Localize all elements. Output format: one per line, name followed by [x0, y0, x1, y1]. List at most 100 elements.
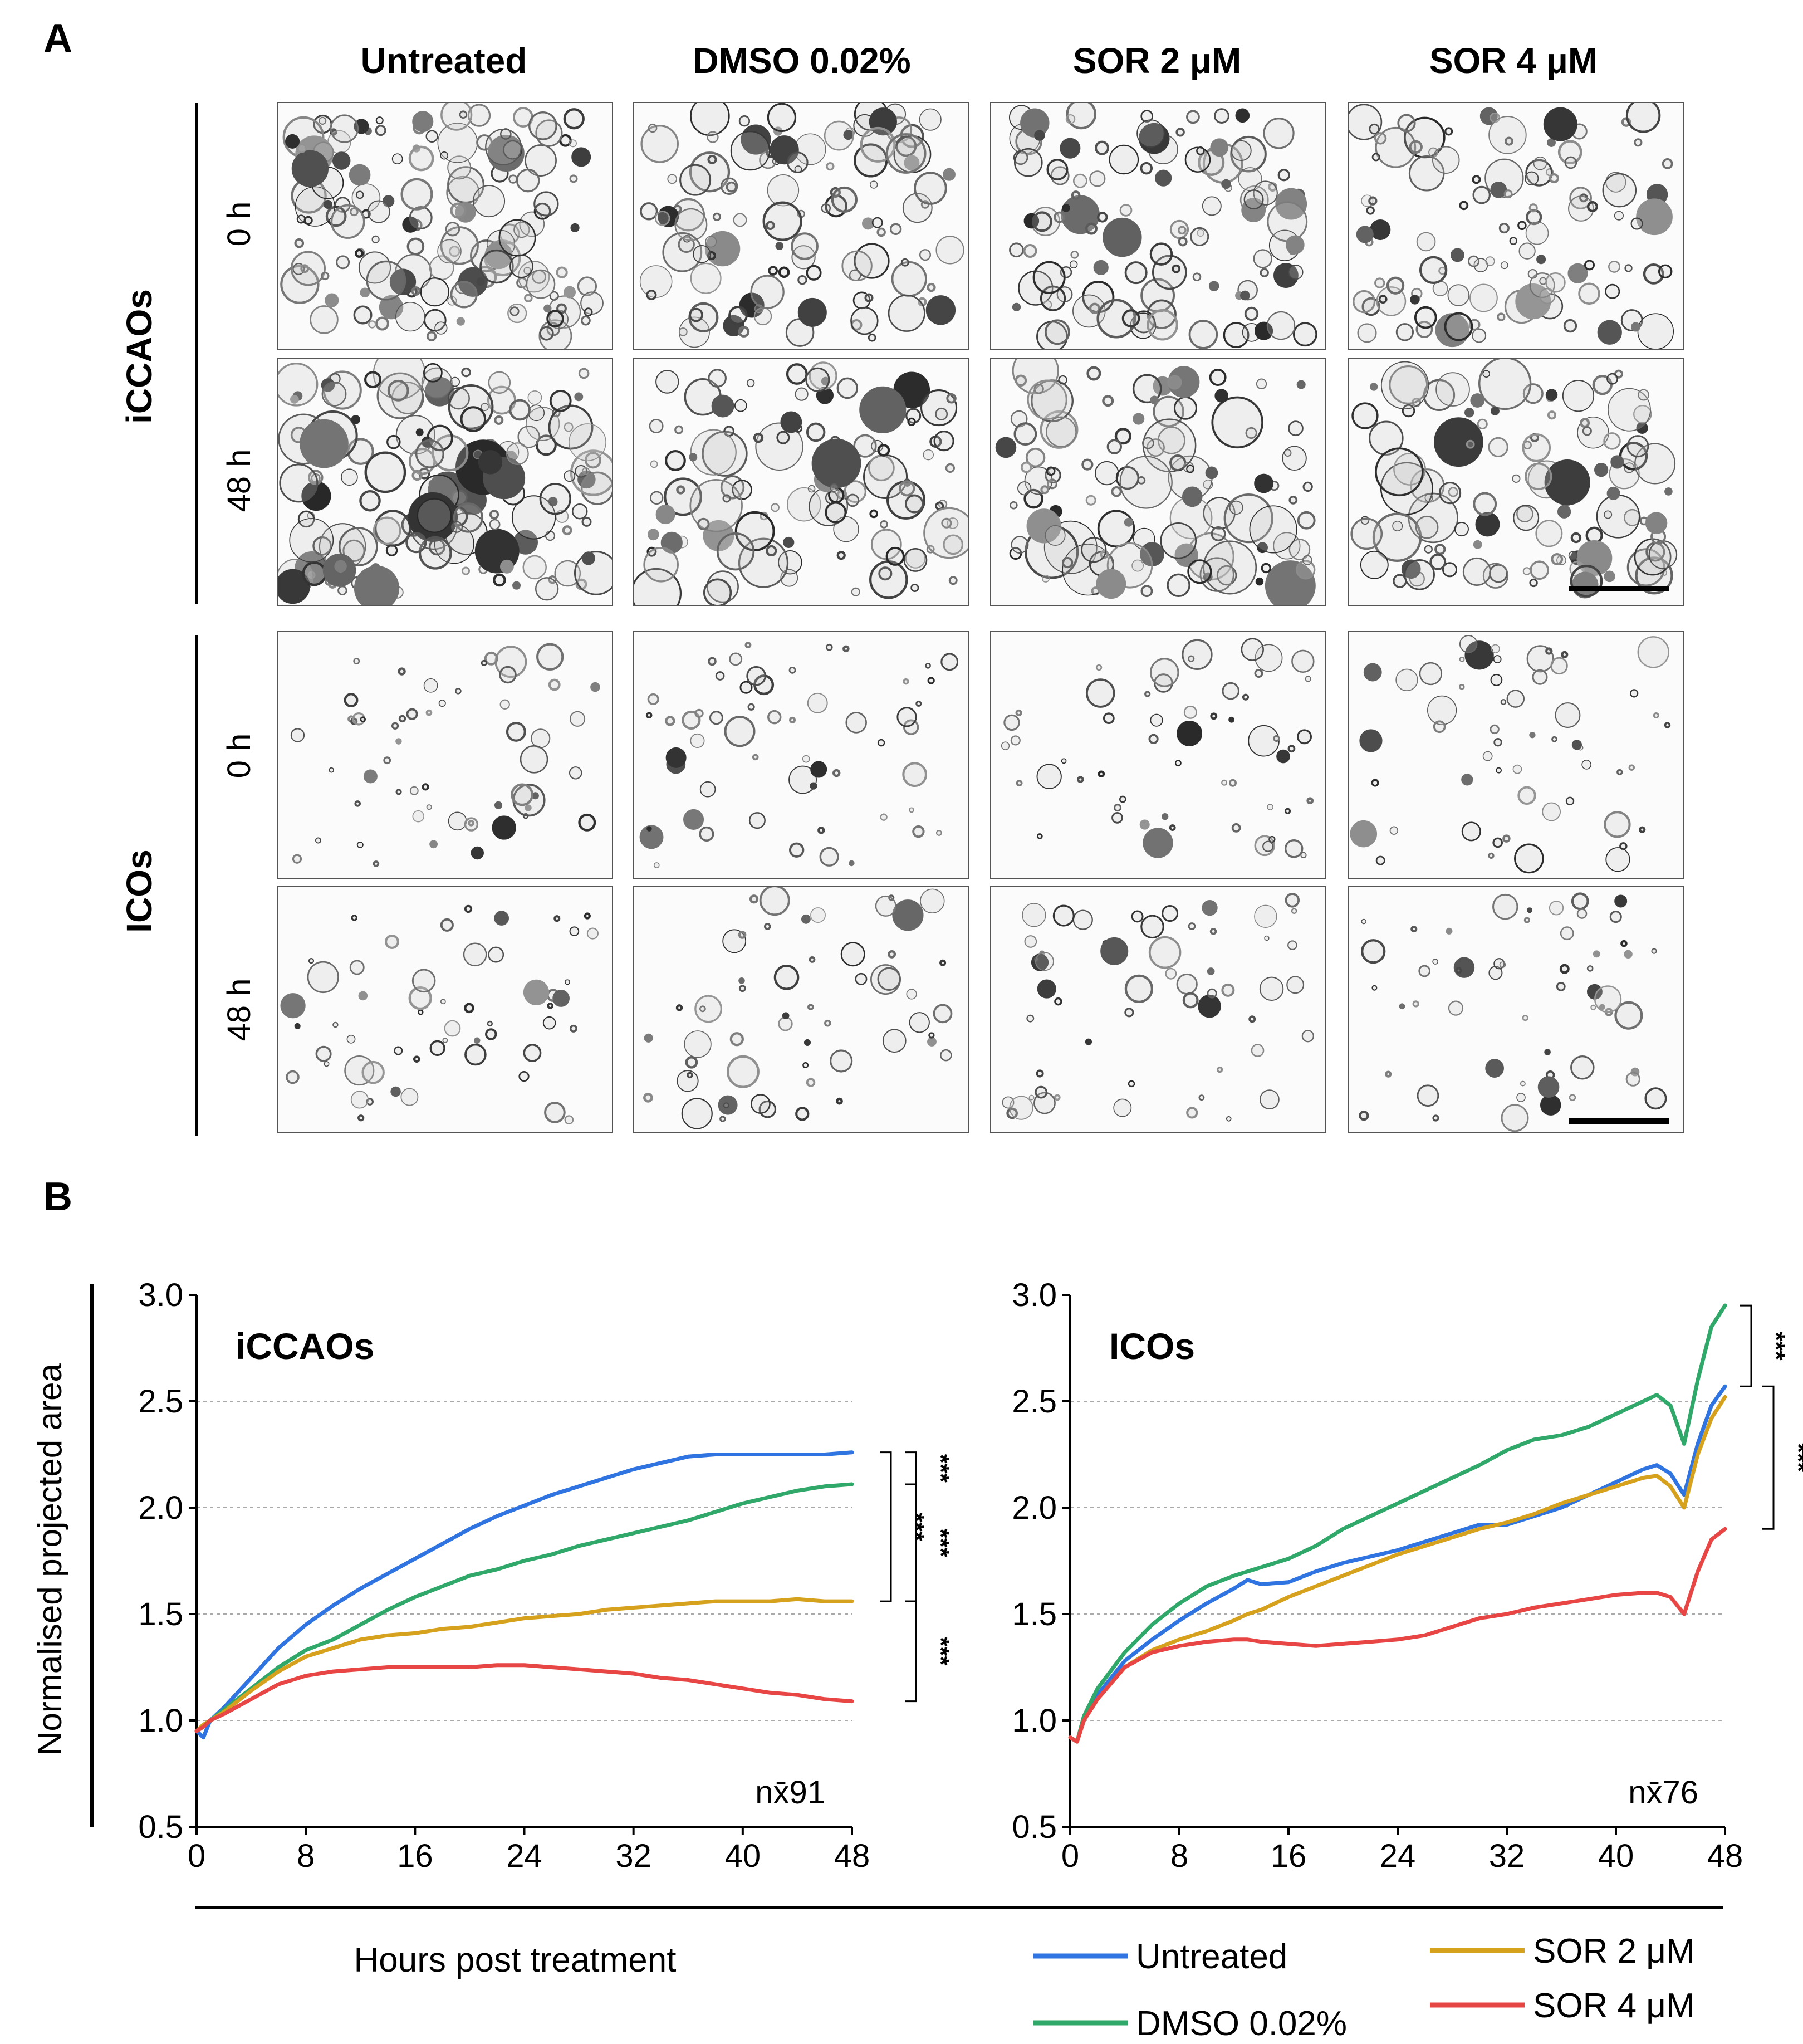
organoid [1241, 638, 1264, 661]
organoid [522, 555, 547, 580]
organoid [1035, 952, 1054, 971]
organoid [539, 326, 554, 341]
organoid [722, 494, 731, 503]
organoid [354, 800, 361, 807]
organoid [1124, 517, 1133, 527]
organoid [1464, 408, 1474, 418]
organoid [940, 1049, 952, 1062]
micrograph-tile [1348, 358, 1684, 606]
organoid [350, 207, 359, 217]
organoid [292, 854, 302, 864]
series-line-sor-2-m [1068, 1395, 1727, 1744]
organoid [1013, 148, 1043, 177]
organoid [903, 719, 919, 735]
y-tick-label: 1.0 [138, 1703, 183, 1739]
organoid [1241, 198, 1266, 222]
organoid [690, 733, 705, 748]
micrograph-tile [277, 631, 613, 879]
organoid [744, 642, 752, 648]
organoid [349, 960, 365, 975]
organoid [864, 293, 874, 302]
organoid [1231, 140, 1252, 162]
organoid [634, 568, 682, 605]
organoid [356, 841, 364, 848]
organoid [802, 755, 810, 763]
organoid [565, 979, 570, 985]
organoid [422, 783, 429, 791]
organoid [888, 950, 896, 959]
organoid [290, 728, 305, 742]
organoid [869, 180, 878, 189]
organoid [494, 911, 509, 926]
organoid [1446, 927, 1453, 935]
organoid [810, 761, 827, 778]
organoid [1248, 1015, 1256, 1023]
organoid [1464, 640, 1494, 670]
micrograph-organoids [1001, 638, 1315, 859]
organoid [1516, 1093, 1526, 1102]
organoid [415, 428, 424, 437]
organoid [1577, 416, 1609, 449]
organoid [1167, 375, 1182, 390]
organoid [1009, 242, 1024, 258]
organoid [351, 183, 381, 212]
organoid [734, 399, 747, 412]
organoid [1023, 244, 1037, 258]
organoid [1651, 948, 1657, 954]
organoid [487, 1020, 493, 1027]
micrograph-organoids [280, 904, 599, 1124]
organoid [817, 827, 825, 834]
organoid [1517, 221, 1527, 231]
organoid [1020, 108, 1050, 138]
organoid [1207, 967, 1215, 975]
organoid [548, 678, 561, 691]
organoid [1543, 107, 1577, 141]
organoid [640, 202, 658, 221]
organoid [525, 407, 560, 441]
organoid [577, 276, 597, 296]
organoid [1216, 1067, 1223, 1073]
organoid [1026, 508, 1061, 544]
organoid [517, 426, 540, 448]
organoid [1473, 492, 1497, 516]
organoid [1140, 915, 1164, 939]
organoid [1174, 760, 1182, 767]
organoid [1139, 819, 1150, 830]
organoid [1472, 185, 1491, 204]
organoid [1544, 459, 1590, 506]
organoid [1284, 839, 1304, 858]
organoid [1504, 136, 1514, 146]
x-tick-label: 24 [1380, 1838, 1416, 1874]
legend-label: DMSO 0.02% [1136, 2004, 1347, 2043]
organoid [806, 265, 822, 281]
organoid [741, 124, 771, 155]
organoid [1297, 511, 1316, 530]
organoid [825, 643, 833, 651]
organoid [877, 967, 901, 991]
organoid [1072, 173, 1087, 188]
organoid [1444, 127, 1453, 136]
organoid [290, 395, 299, 404]
organoid [825, 501, 847, 524]
organoid [1492, 837, 1503, 848]
organoid [1228, 779, 1237, 787]
organoid [1095, 461, 1119, 486]
organoid [1501, 1104, 1529, 1132]
organoid [1015, 709, 1022, 716]
organoid [1419, 662, 1443, 686]
organoid [1614, 1001, 1643, 1030]
organoid [1162, 905, 1179, 922]
organoid [1432, 1114, 1439, 1122]
organoid [1221, 179, 1231, 189]
organoid [801, 914, 811, 924]
organoid [463, 942, 487, 967]
organoid [1111, 486, 1122, 497]
organoid [455, 687, 462, 695]
organoid [408, 986, 432, 1010]
organoid [878, 566, 893, 581]
organoid [1286, 976, 1305, 994]
panel-b-charts: 0.5 1.0 1.5 2.0 2.5 3.0 0 8 16 24 32 40 48 iCCAOs nx̄9… [31, 1277, 1803, 2043]
organoid [1146, 438, 1165, 457]
organoid [506, 442, 529, 466]
organoid [1034, 130, 1045, 141]
